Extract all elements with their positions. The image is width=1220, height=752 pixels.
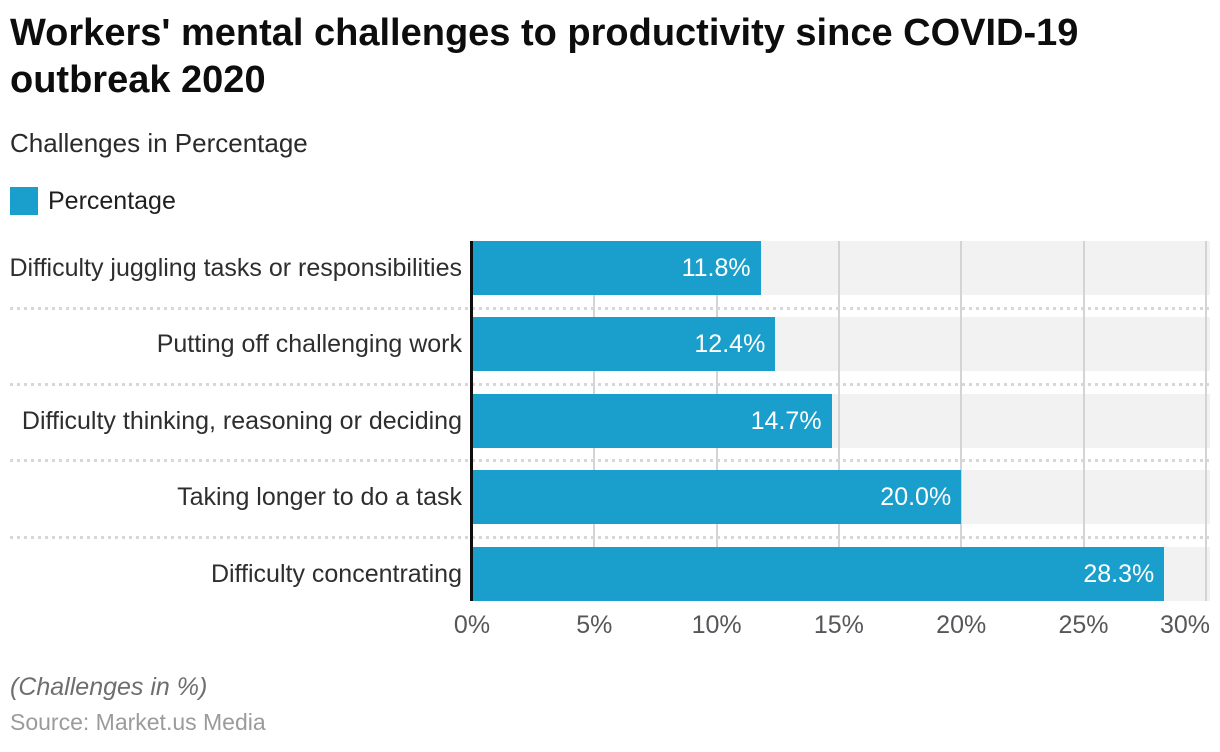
gridline <box>837 241 840 601</box>
footnote: (Challenges in %) <box>10 673 208 701</box>
bar-value-label: 12.4% <box>694 330 766 359</box>
gridline <box>1082 241 1085 601</box>
bar-value-label: 20.0% <box>880 483 952 512</box>
bar-value-label: 28.3% <box>1083 559 1155 588</box>
bar-value-label: 11.8% <box>681 254 751 282</box>
category-label: Putting off challenging work <box>156 330 462 359</box>
row-separator <box>10 306 1209 310</box>
gridline <box>1204 241 1207 601</box>
x-tick-label: 5% <box>576 611 613 639</box>
x-tick-label: 0% <box>453 611 491 639</box>
x-axis: 0% 5% 10% 15% 20% 25% 30% <box>0 609 1220 645</box>
bar: 20.0% <box>473 470 962 525</box>
bar-row: 12.4% Putting off challenging work <box>0 317 1220 372</box>
x-tick-label: 15% <box>813 611 864 639</box>
chart-title: Workers' mental challenges to productivi… <box>10 10 1078 104</box>
bar-value-label: 14.7% <box>750 406 822 435</box>
chart-title-line2: outbreak 2020 <box>10 59 266 101</box>
legend: Percentage <box>10 187 176 215</box>
y-axis-line <box>470 241 473 601</box>
legend-swatch-icon <box>10 187 38 215</box>
row-separator <box>10 459 1209 463</box>
legend-label: Percentage <box>48 186 176 215</box>
category-label: Difficulty juggling tasks or responsibil… <box>9 254 462 282</box>
bar-row: 20.0% Taking longer to do a task <box>0 470 1220 525</box>
category-label: Taking longer to do a task <box>177 483 462 512</box>
bar: 14.7% <box>473 393 832 448</box>
chart-subtitle: Challenges in Percentage <box>10 128 308 158</box>
bar: 11.8% <box>473 241 761 295</box>
chart-title-line1: Workers' mental challenges to productivi… <box>10 12 1079 54</box>
gridline <box>960 241 963 601</box>
x-tick-label: 25% <box>1058 611 1109 639</box>
x-tick-label: 20% <box>936 611 987 639</box>
bar-row: 11.8% Difficulty juggling tasks or respon… <box>0 241 1220 295</box>
category-label: Difficulty concentrating <box>210 559 462 588</box>
x-tick-label: 30% <box>1159 611 1210 639</box>
category-label: Difficulty thinking, reasoning or decidi… <box>21 406 462 435</box>
bar-row: 28.3% Difficulty concentrating <box>0 546 1220 601</box>
bar: 12.4% <box>473 317 776 372</box>
row-separator <box>10 535 1209 539</box>
bar-row: 14.7% Difficulty thinking, reasoning or d… <box>0 393 1220 448</box>
row-separator <box>10 382 1209 386</box>
plot-area: 11.8% Difficulty juggling tasks or respon… <box>0 241 1220 601</box>
source-credit: Source: Market.us Media <box>10 709 266 735</box>
x-tick-label: 10% <box>691 611 742 639</box>
bar: 28.3% <box>473 546 1165 601</box>
